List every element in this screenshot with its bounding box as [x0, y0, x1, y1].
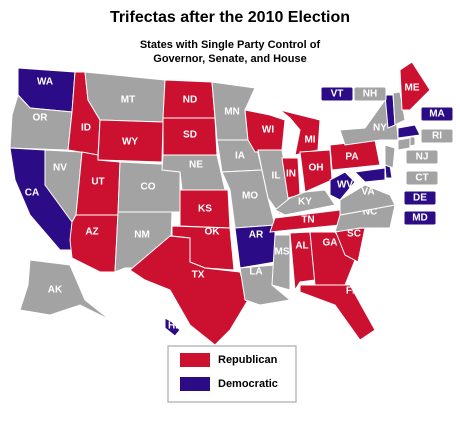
legend-label: Republican [218, 354, 278, 366]
state-label: WI [262, 125, 274, 136]
states: WA OR CA NV ID MT WY UT AZ CO NM ND SD NE KS OK TX MN IA MO… [9, 61, 454, 346]
state-label: PA [345, 152, 358, 163]
state-label: MI [304, 135, 315, 146]
state [129, 235, 249, 346]
subtitle: Governor, Senate, and House [153, 53, 306, 65]
state [97, 119, 164, 163]
state-label-box [353, 86, 387, 102]
state [299, 284, 376, 341]
state-label: MA [429, 109, 445, 120]
state [384, 144, 396, 169]
state-label: TX [192, 270, 205, 281]
state-label: OH [309, 163, 324, 174]
state [274, 189, 336, 216]
state [279, 109, 321, 156]
state-label: NH [363, 89, 377, 100]
state-label: KY [298, 197, 312, 208]
state [329, 171, 356, 201]
state-label: CO [141, 182, 156, 193]
state-label: MT [121, 95, 135, 106]
state-label: AR [249, 230, 264, 241]
state-label: GA [323, 238, 338, 249]
state-label: ID [81, 123, 91, 134]
state-label-box [420, 106, 454, 122]
state-label: MS [275, 247, 290, 258]
state-label: MO [242, 191, 258, 202]
state [289, 231, 316, 292]
state-label: WV [337, 180, 353, 191]
state-label: VT [331, 89, 344, 100]
state-label: CT [415, 173, 428, 184]
subtitle: States with Single Party Control of [140, 39, 321, 51]
state-label: NY [373, 123, 387, 134]
state-label: HI [168, 321, 178, 332]
state-label: IA [235, 151, 245, 162]
state [392, 91, 406, 126]
state-label: TN [301, 215, 314, 226]
state-label: SD [183, 130, 197, 141]
state-label: AZ [85, 227, 98, 238]
state-label: MD [412, 213, 428, 224]
state-label: NV [53, 163, 67, 174]
state [399, 61, 431, 111]
state-label-box [405, 149, 439, 165]
state-label: FL [346, 286, 358, 297]
state-label: NC [363, 207, 377, 218]
state-label: VA [361, 187, 374, 198]
state-label: WY [122, 137, 138, 148]
state-label: AK [48, 285, 63, 296]
state [69, 214, 119, 273]
state-label: NJ [416, 152, 429, 163]
state-label: IN [286, 169, 296, 180]
state-label: SC [347, 229, 361, 240]
state-label: UT [91, 177, 104, 188]
state-label-box [420, 128, 454, 144]
state-label: IL [272, 171, 281, 182]
state [271, 234, 291, 291]
state-label: RI [432, 131, 442, 142]
legend-swatch [180, 353, 210, 367]
legend-swatch [180, 377, 210, 391]
state [409, 136, 416, 147]
state [164, 317, 181, 337]
state-label: OR [33, 113, 49, 124]
state-label: CA [25, 188, 39, 199]
state-label: MN [224, 107, 240, 118]
state-label-box [320, 86, 354, 102]
title: Trifectas after the 2010 Election [110, 9, 350, 26]
legend-label: Democratic [218, 378, 278, 390]
state-label: DE [413, 193, 427, 204]
state-label: LA [249, 267, 262, 278]
state-label: ME [405, 83, 420, 94]
state [257, 149, 291, 216]
state-label: OK [205, 227, 221, 238]
state-label-box [405, 170, 439, 186]
state-label: AL [295, 241, 308, 252]
state-label: KS [198, 204, 212, 215]
state-label-box [403, 210, 437, 226]
state [397, 137, 411, 151]
state [353, 167, 386, 183]
state [19, 259, 111, 321]
state [397, 124, 421, 139]
state [339, 184, 396, 216]
state-label-box [403, 190, 437, 206]
state-label: NM [134, 230, 150, 241]
state-label: NE [189, 160, 203, 171]
state-label: WA [37, 77, 53, 88]
state-label: ND [183, 95, 197, 106]
